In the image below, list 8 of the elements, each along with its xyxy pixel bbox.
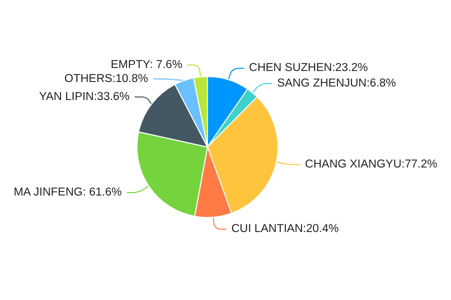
- slice-label: SANG ZHENJUN:6.8%: [277, 78, 396, 90]
- slice-label: CUI LANTIAN:20.4%: [231, 223, 339, 236]
- slice-label: CHEN SUZHEN:23.2%: [249, 62, 368, 74]
- slice-label: CHANG XIANGYU:77.2%: [305, 158, 438, 171]
- slice-label: EMPTY: 7.6%: [110, 58, 182, 71]
- slice-label: OTHERS:10.8%: [64, 72, 148, 85]
- slice-label: MA JINFENG: 61.6%: [14, 186, 122, 199]
- slice-label: YAN LIPIN:33.6%: [39, 90, 130, 103]
